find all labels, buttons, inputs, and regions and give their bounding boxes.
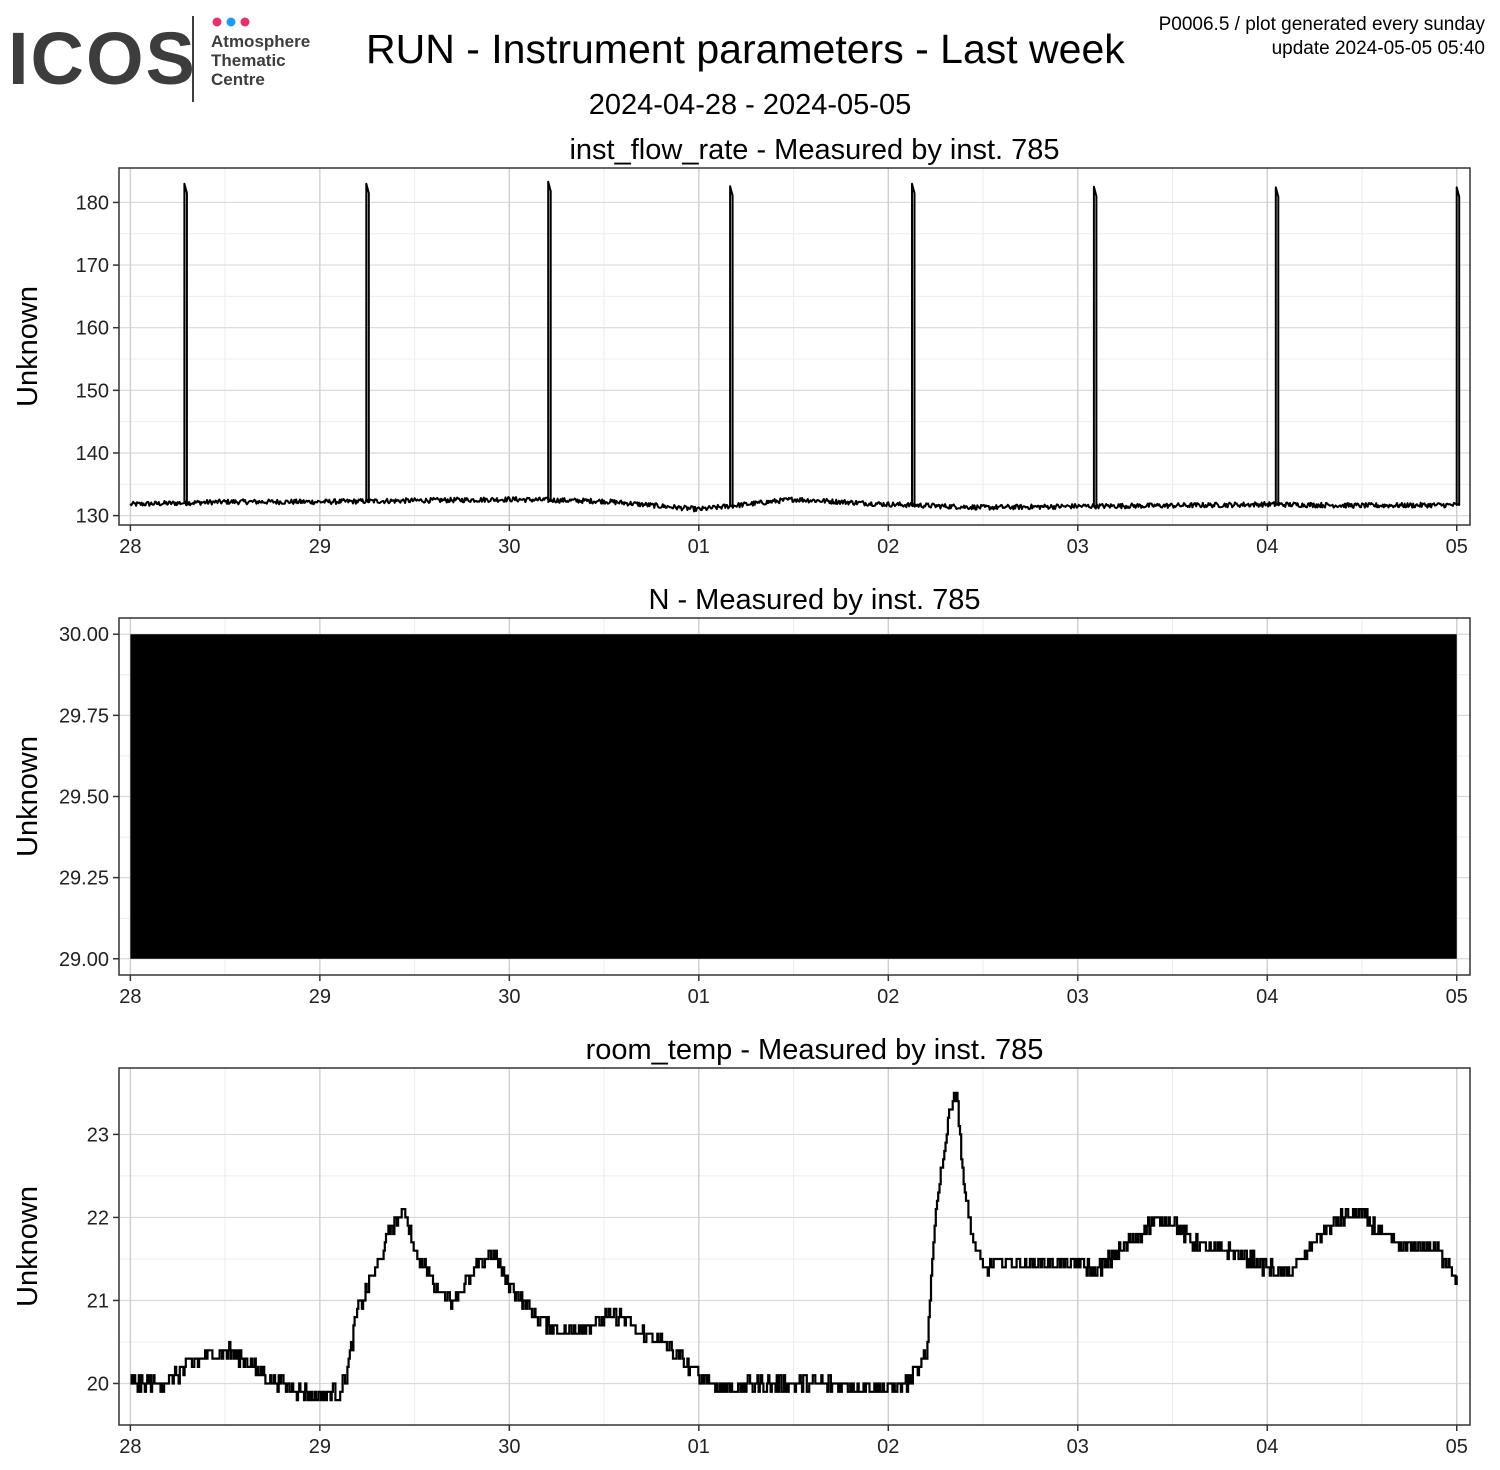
plot-meta-line-1: P0006.5 / plot generated every sunday <box>1158 14 1485 35</box>
x-tick-label: 05 <box>1446 986 1468 1008</box>
chart-title: N - Measured by inst. 785 <box>648 584 980 616</box>
x-tick-label: 04 <box>1256 1436 1278 1458</box>
chart-panel-2: 29.00 29.25 29.50 29.75 30.00 28 29 30 01 02 03 04 0… <box>12 584 1471 1008</box>
x-tick-label: 28 <box>119 1436 141 1458</box>
y-tick-label: 140 <box>76 443 109 465</box>
x-tick-label: 28 <box>119 986 141 1008</box>
x-tick-label: 29 <box>309 1436 331 1458</box>
plot-meta: P0006.5 / plot generated every sunday up… <box>1159 13 1485 61</box>
logo-line-1: Atmosphere <box>211 32 310 51</box>
y-axis-label: Unknown <box>12 286 44 407</box>
logo-line-3: Centre <box>211 70 265 89</box>
data-band <box>130 634 1457 959</box>
plot-background <box>119 168 1470 525</box>
logo-dot-1 <box>212 17 222 27</box>
chart-title: room_temp - Measured by inst. 785 <box>586 1034 1044 1066</box>
x-tick-label: 01 <box>688 536 710 558</box>
x-tick-label: 29 <box>309 986 331 1008</box>
y-tick-label: 29.00 <box>59 949 109 971</box>
y-tick-label: 30.00 <box>59 624 109 646</box>
y-tick-label: 22 <box>87 1207 109 1229</box>
icos-logo: ICOS Atmosphere Thematic Centre <box>8 16 310 102</box>
logo-dot-3 <box>240 17 250 27</box>
y-tick-label: 23 <box>87 1124 109 1146</box>
y-tick-label: 29.25 <box>59 868 109 890</box>
y-tick-label: 180 <box>76 192 109 214</box>
plot-background <box>119 1068 1470 1425</box>
x-tick-label: 30 <box>498 536 520 558</box>
x-tick-label: 30 <box>498 986 520 1008</box>
logo-divider <box>192 16 194 102</box>
data-line <box>130 1091 1458 1402</box>
x-tick-label: 29 <box>309 536 331 558</box>
date-range: 2024-04-28 - 2024-05-05 <box>588 89 912 121</box>
y-tick-label: 20 <box>87 1373 109 1395</box>
logo-wordmark: ICOS <box>8 17 197 100</box>
x-tick-label: 01 <box>688 986 710 1008</box>
x-tick-label: 02 <box>877 986 899 1008</box>
y-tick-label: 29.50 <box>59 787 109 809</box>
y-tick-label: 160 <box>76 318 109 340</box>
x-tick-label: 05 <box>1446 536 1468 558</box>
logo-dot-2 <box>226 17 236 27</box>
x-tick-label: 05 <box>1446 1436 1468 1458</box>
logo-line-2: Thematic <box>211 51 286 70</box>
x-tick-label: 02 <box>877 536 899 558</box>
plot-border <box>118 167 1471 526</box>
x-tick-label: 30 <box>498 1436 520 1458</box>
x-tick-label: 03 <box>1067 1436 1089 1458</box>
x-tick-label: 04 <box>1256 986 1278 1008</box>
y-axis-label: Unknown <box>12 1186 44 1307</box>
plot-meta-line-2: update 2024-05-05 05:40 <box>1271 38 1485 59</box>
x-tick-label: 01 <box>688 1436 710 1458</box>
y-tick-label: 150 <box>76 380 109 402</box>
chart-title: inst_flow_rate - Measured by inst. 785 <box>569 134 1059 166</box>
plot-border <box>118 1067 1471 1426</box>
page-title: RUN - Instrument parameters - Last week <box>366 26 1125 72</box>
x-tick-label: 03 <box>1067 986 1089 1008</box>
y-tick-label: 29.75 <box>59 705 109 727</box>
data-line <box>129 180 1461 513</box>
chart-panel-3: 20 21 22 23 28 29 30 01 02 03 04 05 room_temp - Meas… <box>12 1034 1471 1458</box>
x-tick-label: 02 <box>877 1436 899 1458</box>
x-tick-label: 03 <box>1067 536 1089 558</box>
y-tick-label: 170 <box>76 255 109 277</box>
x-tick-label: 28 <box>119 536 141 558</box>
y-tick-label: 21 <box>87 1290 109 1312</box>
y-tick-label: 130 <box>76 506 109 528</box>
y-axis-label: Unknown <box>12 736 44 857</box>
chart-panel-1: 130 140 150 160 170 180 28 29 30 01 02 03 04 05 inst_f… <box>12 134 1471 558</box>
x-tick-label: 04 <box>1256 536 1278 558</box>
